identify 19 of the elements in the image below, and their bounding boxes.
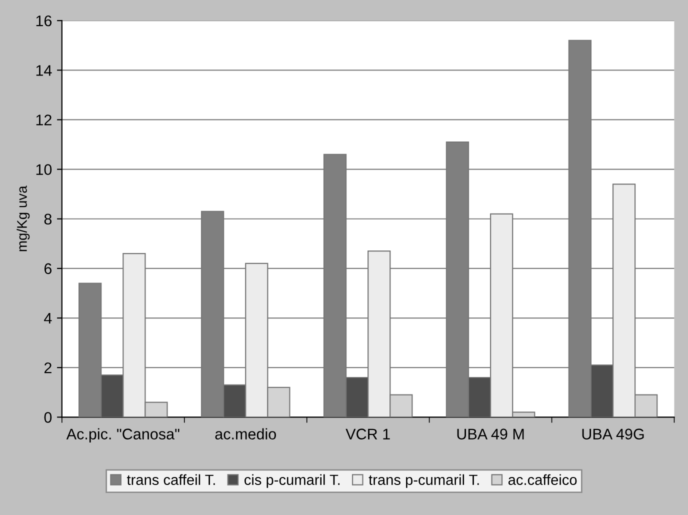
y-tick-label: 2 bbox=[44, 362, 52, 374]
x-tick-label: Ac.pic. "Canosa" bbox=[66, 428, 180, 443]
y-tick-label: 14 bbox=[36, 65, 52, 76]
y-tick-label: 10 bbox=[36, 164, 52, 175]
x-tick-label: UBA 49 M bbox=[457, 428, 524, 440]
x-tick-label: UBA 49G bbox=[582, 428, 644, 440]
y-tick-label: 16 bbox=[36, 15, 52, 26]
y-tick-label: 0 bbox=[44, 412, 52, 423]
y-tick-label: 12 bbox=[36, 114, 52, 126]
legend-label: trans caffeil T. bbox=[126, 474, 215, 485]
legend-label: cis p-cumaril T. bbox=[244, 474, 340, 488]
x-tick-label: VCR 1 bbox=[346, 428, 390, 440]
y-tick-label: 6 bbox=[44, 263, 52, 274]
y-axis-title: mg/Kg uva bbox=[16, 186, 30, 252]
y-tick-label: 8 bbox=[44, 214, 52, 225]
y-tick-label: 4 bbox=[44, 313, 52, 324]
legend-label: ac.caffeico bbox=[508, 474, 577, 485]
x-tick-label: ac.medio bbox=[215, 428, 276, 440]
legend-label: trans p-cumaril T. bbox=[368, 474, 479, 488]
